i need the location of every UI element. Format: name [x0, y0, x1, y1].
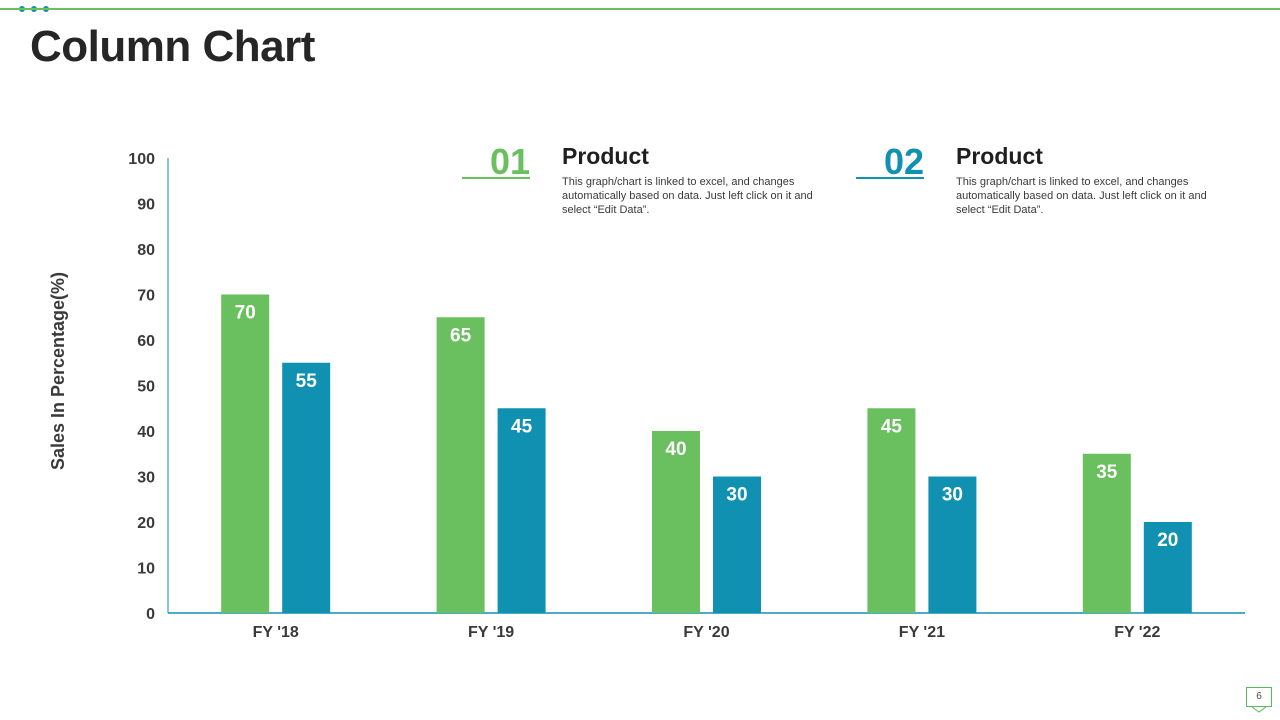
legend-product-01: 01 Product This graph/chart is linked to… [462, 142, 842, 232]
y-tick-label: 50 [137, 379, 155, 396]
x-tick-label: FY '21 [899, 624, 945, 641]
legend-heading: Product [562, 143, 649, 169]
legend-number: 01 [489, 141, 530, 182]
bar-1 [652, 431, 700, 613]
bar-value-label: 40 [665, 439, 686, 460]
page-title: Column Chart [30, 22, 315, 71]
bar-value-label: 20 [1157, 530, 1178, 551]
bar-2 [713, 476, 761, 613]
bar-value-label: 30 [942, 485, 963, 506]
page-number-badge: 6 [1246, 687, 1272, 707]
bar-2 [497, 408, 546, 613]
legend-heading: Product [956, 143, 1043, 169]
x-tick-label: FY '18 [253, 624, 299, 641]
bar-2 [928, 476, 977, 613]
bar-value-label: 30 [726, 485, 747, 506]
bar-value-label: 55 [296, 371, 318, 392]
legend-number: 02 [883, 141, 924, 182]
x-tick-label: FY '19 [468, 624, 514, 641]
bar-1 [867, 408, 916, 613]
bar-1 [1082, 453, 1131, 613]
page-badge-tail [1252, 707, 1266, 713]
header-rule [0, 8, 1280, 10]
y-tick-label: 40 [137, 424, 155, 441]
bar-1 [221, 294, 270, 613]
bar-1 [436, 317, 485, 613]
y-tick-label: 60 [137, 333, 155, 350]
bar-value-label: 45 [511, 416, 533, 437]
y-axis-title: Sales In Percentage(%) [48, 272, 68, 470]
legend-description: This graph/chart is linked to excel, and… [956, 176, 1207, 216]
bar-2 [1143, 522, 1192, 613]
legend-underline [856, 177, 924, 179]
y-tick-label: 90 [137, 197, 155, 214]
y-tick-label: 100 [128, 151, 155, 168]
bar-value-label: 65 [450, 325, 472, 346]
y-tick-label: 0 [146, 606, 155, 623]
bar-value-label: 35 [1096, 462, 1118, 483]
y-tick-label: 70 [137, 288, 155, 305]
bar-value-label: 45 [881, 416, 903, 437]
y-tick-label: 80 [137, 242, 155, 259]
y-tick-label: 20 [137, 515, 155, 532]
x-tick-label: FY '20 [683, 624, 729, 641]
y-tick-label: 30 [137, 470, 155, 487]
bar-2 [282, 362, 331, 613]
legend-underline [462, 177, 530, 179]
x-tick-label: FY '22 [1114, 624, 1160, 641]
y-tick-label: 10 [137, 561, 155, 578]
bar-value-label: 70 [235, 303, 256, 324]
legend-product-02: 02 Product This graph/chart is linked to… [856, 142, 1236, 232]
legend-description: This graph/chart is linked to excel, and… [562, 176, 813, 216]
